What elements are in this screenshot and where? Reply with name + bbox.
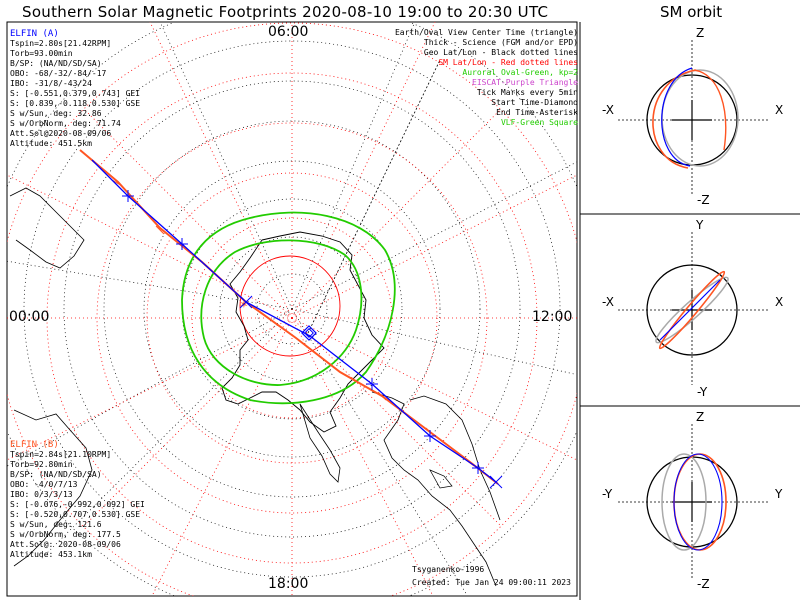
p3-top-label: Z xyxy=(696,410,705,424)
info-line: Altitude: 453.1km xyxy=(10,550,92,559)
south-america-coastline xyxy=(371,391,497,587)
hour-label-left: 00:00 xyxy=(9,309,50,325)
legend-item: Earth/Oval View Center Time (triangle) xyxy=(394,28,578,37)
p2-right-label: X xyxy=(775,295,784,309)
sm-orbit-xz-panel xyxy=(618,40,770,195)
info-line: Altitude: 451.5km xyxy=(10,139,92,148)
info-line: Att.Sol@2020-08-09/06 xyxy=(10,129,112,138)
info-line: OBO: -4/0/7/13 xyxy=(10,480,78,489)
elfin-a-ticks xyxy=(122,190,503,489)
p3-right-label: Y xyxy=(775,487,783,501)
legend-item: End Time-Asterisk xyxy=(496,108,578,117)
sm-orbit-title: SM orbit xyxy=(660,3,723,21)
p1-right-label: X xyxy=(775,103,784,117)
hour-label-top: 06:00 xyxy=(268,24,309,40)
elfin-b-name: ELFIN (B) xyxy=(10,440,59,450)
info-line: Torb=93.00min xyxy=(10,49,73,58)
p2-bottom-label: -Y xyxy=(697,385,708,399)
hour-label-bottom: 18:00 xyxy=(268,576,309,592)
africa-coastline xyxy=(9,187,85,269)
legend-item: Start Time-Diamond xyxy=(491,98,578,107)
hour-label-right: 12:00 xyxy=(532,309,573,325)
elfin-b-track xyxy=(79,149,499,485)
elfin-a-track xyxy=(91,159,497,483)
p1-left-label: -X xyxy=(602,103,614,117)
legend: Earth/Oval View Center Time (triangle) T… xyxy=(395,28,578,128)
info-line: S: [-0.520,0.707,0.530] GSE xyxy=(10,510,141,519)
info-line: Tspin=2.84s[21.10RPM] xyxy=(10,450,112,459)
info-line: OBO: -68/-32/-84/-17 xyxy=(10,69,107,78)
elfin-a-name: ELFIN (A) xyxy=(10,29,59,39)
sm-orbit-xy-panel xyxy=(618,232,770,385)
antarctica-coastline xyxy=(221,231,385,433)
info-line: S: [-0.551,0.379,0.743] GEI xyxy=(10,89,141,98)
p1-top-label: Z xyxy=(696,26,705,40)
legend-item: Tick Marks every 5min xyxy=(476,88,578,97)
p2-top-label: Y xyxy=(696,218,704,232)
info-line: S w/Sun, deg: 32.86 xyxy=(10,109,102,118)
auroral-oval-outer xyxy=(181,211,396,405)
p3-bottom-label: -Z xyxy=(697,577,710,591)
elfin-b-info: ELFIN (B) Tspin=2.84s[21.10RPM] Torb=92.… xyxy=(10,440,145,560)
info-line: Torb=92.80min xyxy=(10,460,73,469)
sm-orbit-yz-panel xyxy=(618,424,770,580)
legend-item: VLF-Green Square xyxy=(500,118,578,127)
legend-item: EISCAT-Purple Triangle xyxy=(472,78,578,87)
info-line: Tspin=2.80s[21.42RPM] xyxy=(10,39,112,48)
info-line: S w/OrbNorm, deg: 177.5 xyxy=(10,530,121,539)
info-line: S w/Sun, deg: 121.6 xyxy=(10,520,102,529)
model-credit: Tsyganenko-1996 xyxy=(412,565,485,574)
info-line: S w/OrbNorm, deg: 71.74 xyxy=(10,119,121,128)
p2-left-label: -X xyxy=(602,295,614,309)
australia-coastline xyxy=(13,409,93,567)
created-timestamp: Created: Tue Jan 24 09:00:11 2023 xyxy=(412,578,571,587)
info-line: Att.Sol@: 2020-08-09/06 xyxy=(10,540,121,549)
info-line: IBO: 0/3/3/13 xyxy=(10,490,73,499)
info-line: S: [0.839,-0.118,0.530] GSE xyxy=(10,99,141,108)
info-line: B/SP: (NA/ND/SD/SA) xyxy=(10,59,102,68)
info-line: S: [-0.076,-0.992,0.092] GEI xyxy=(10,500,145,509)
start-diamond xyxy=(301,325,317,341)
p3-left-label: -Y xyxy=(602,487,613,501)
plot-title: Southern Solar Magnetic Footprints 2020-… xyxy=(22,3,549,21)
auroral-oval-inner xyxy=(200,239,363,386)
elfin-a-info: ELFIN (A) Tspin=2.80s[21.42RPM] Torb=93.… xyxy=(10,29,140,149)
info-line: B/SP: (NA/ND/SD/SA) xyxy=(10,470,102,479)
legend-item: Thick - Science (FGM and/or EPD) xyxy=(423,38,578,47)
map-frame xyxy=(6,21,578,597)
legend-item: SM Lat/Lon - Red dotted lines xyxy=(438,58,578,67)
info-line: IBO: -31/8/-43/24 xyxy=(10,79,92,88)
legend-item: Auroral Oval-Green, kp=2 xyxy=(462,68,578,77)
legend-item: Geo Lat/Lon - Black dotted lines xyxy=(423,48,578,57)
p1-bottom-label: -Z xyxy=(697,193,710,207)
view-center-line xyxy=(307,59,441,334)
